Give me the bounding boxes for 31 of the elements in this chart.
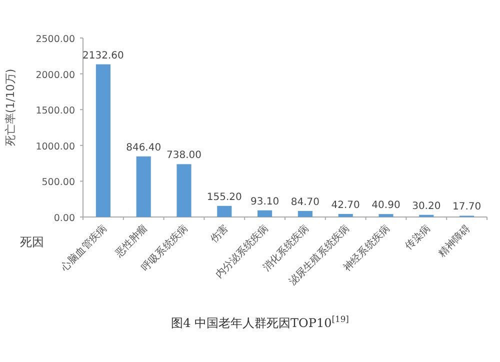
bar xyxy=(378,214,394,217)
x-tick-label: 伤害 xyxy=(208,222,231,246)
data-label: 42.70 xyxy=(331,200,360,211)
x-tick-label: 心脑血管疾病 xyxy=(58,222,110,274)
text: 图4 中国老年人群死因TOP10$^{[19]}$ xyxy=(171,314,349,330)
data-label: 846.40 xyxy=(126,142,162,154)
y-tick-label: 1000.00 xyxy=(36,141,75,152)
data-label: 84.70 xyxy=(290,196,320,208)
bar xyxy=(338,214,353,217)
bar xyxy=(96,64,110,217)
x-tick-label: 精神障碍 xyxy=(436,222,473,260)
data-label: 738.00 xyxy=(166,150,202,162)
bar xyxy=(217,206,232,217)
data-label: 155.20 xyxy=(206,192,242,203)
data-label: 40.90 xyxy=(372,200,400,212)
y-tick-label: 1500.00 xyxy=(36,106,75,117)
data-label: 2132.60 xyxy=(82,50,124,62)
x-axis-title: 死因 xyxy=(20,235,44,249)
y-tick-label: 2000.00 xyxy=(36,70,75,81)
data-label: 93.10 xyxy=(250,196,280,208)
bar xyxy=(298,210,312,217)
y-tick-label: 500.00 xyxy=(42,177,75,188)
bar xyxy=(258,210,272,217)
y-tick-label: 2500.00 xyxy=(36,34,75,45)
y-axis-title: 死亡率(1/10万) xyxy=(4,68,17,146)
y-tick-label: 0.00 xyxy=(54,213,75,224)
data-label: 17.70 xyxy=(452,202,482,213)
data-label: 30.20 xyxy=(412,200,441,212)
bar xyxy=(136,156,151,217)
bar xyxy=(176,164,192,217)
x-tick-label: 传染病 xyxy=(402,222,433,252)
